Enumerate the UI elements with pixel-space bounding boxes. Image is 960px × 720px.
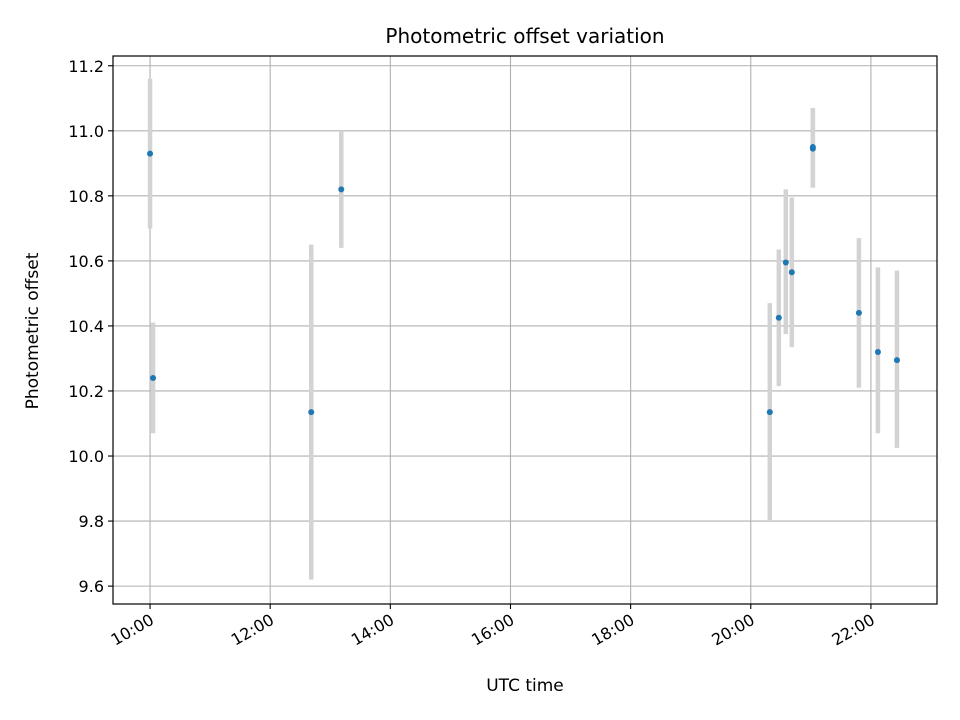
y-tick-label: 11.2 (68, 57, 104, 76)
y-tick-label: 10.6 (68, 252, 104, 271)
data-point (874, 348, 881, 355)
chart-title: Photometric offset variation (385, 24, 664, 48)
data-point (855, 309, 862, 316)
data-point (788, 269, 795, 276)
plot-frame (112, 55, 938, 605)
y-tick-label: 10.2 (68, 382, 104, 401)
y-tick-label: 10.8 (68, 187, 104, 206)
data-point (893, 357, 900, 364)
x-axis-title: UTC time (486, 676, 564, 696)
data-point (308, 409, 315, 416)
data-point (775, 314, 782, 321)
y-tick-label: 10.0 (68, 447, 104, 466)
y-axis-title: Photometric offset (23, 252, 43, 409)
data-points (147, 144, 900, 416)
data-point (150, 374, 157, 381)
y-tick-label: 10.4 (68, 317, 104, 336)
grid (113, 56, 937, 604)
y-tick-label: 11.0 (68, 122, 104, 141)
data-point (766, 409, 773, 416)
data-point (782, 259, 789, 266)
data-point (338, 186, 345, 193)
data-point (809, 144, 816, 151)
y-tick-label: 9.6 (79, 577, 104, 596)
data-point (147, 150, 154, 157)
y-tick-label: 9.8 (79, 512, 104, 531)
